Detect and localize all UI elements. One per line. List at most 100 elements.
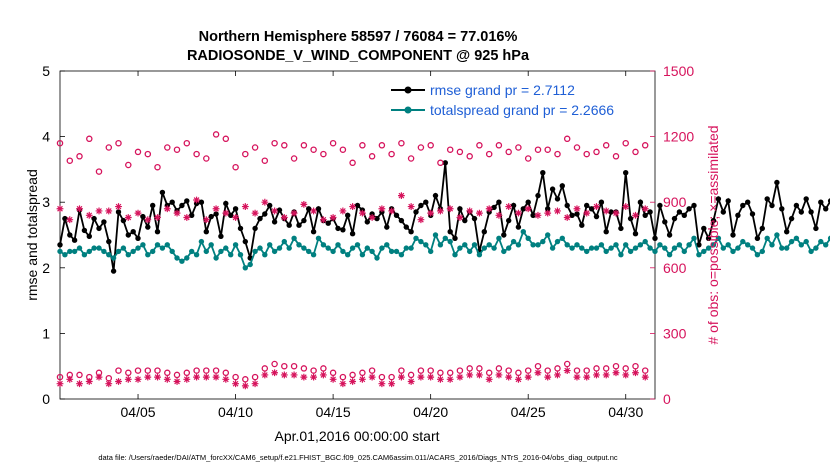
obs-assimilated-marker xyxy=(319,216,327,224)
obs-possible-marker xyxy=(466,365,473,372)
obs-possible-marker xyxy=(593,148,600,156)
obs-possible-marker xyxy=(281,362,288,370)
y-tick-label: 2 xyxy=(42,260,50,276)
data-point xyxy=(184,255,190,261)
obs-assimilated-marker xyxy=(437,207,444,215)
obs-possible-marker xyxy=(446,369,454,377)
obs-assimilated-marker xyxy=(310,207,318,215)
data-point xyxy=(735,212,741,218)
obs-possible-marker xyxy=(495,365,503,372)
data-point xyxy=(189,212,195,218)
y2-tick-label: 900 xyxy=(663,194,687,210)
obs-possible-marker xyxy=(485,150,493,158)
data-point xyxy=(735,245,741,251)
obs-possible-marker xyxy=(76,153,83,160)
data-point xyxy=(647,245,653,251)
data-point xyxy=(432,192,439,199)
obs-possible-marker xyxy=(466,153,473,160)
data-point xyxy=(403,224,409,230)
obs-assimilated-marker xyxy=(397,192,405,200)
data-point xyxy=(257,215,263,222)
data-point xyxy=(349,231,356,237)
obs-assimilated-marker xyxy=(495,371,503,379)
x-tick-label: 04/15 xyxy=(316,404,351,420)
data-point xyxy=(569,245,575,251)
y-tick-label: 1 xyxy=(42,325,50,341)
data-point xyxy=(579,222,585,228)
data-point xyxy=(593,213,600,220)
data-point xyxy=(764,235,770,241)
obs-possible-marker xyxy=(222,135,230,143)
data-point xyxy=(159,245,166,251)
y2-tick-label: 0 xyxy=(663,391,671,407)
data-point xyxy=(432,232,439,238)
obs-assimilated-marker xyxy=(76,205,83,213)
y2-tick-label: 1500 xyxy=(663,63,694,79)
data-point xyxy=(145,224,151,230)
x-tick-label: 04/10 xyxy=(218,404,253,420)
obs-possible-marker xyxy=(105,144,113,151)
data-point xyxy=(510,202,517,209)
obs-possible-marker xyxy=(593,365,600,372)
obs-assimilated-marker xyxy=(212,205,220,213)
data-point xyxy=(696,242,702,248)
obs-possible-marker xyxy=(173,146,181,153)
data-point xyxy=(545,232,551,238)
obs-assimilated-marker xyxy=(124,375,132,383)
plot-area xyxy=(59,70,656,400)
obs-possible-marker xyxy=(388,373,395,381)
data-point xyxy=(262,211,268,217)
data-point xyxy=(408,245,414,251)
data-point xyxy=(203,229,209,235)
data-point xyxy=(705,235,712,241)
data-point xyxy=(549,245,556,251)
obs-possible-marker xyxy=(407,155,415,162)
data-point xyxy=(398,217,405,224)
data-point xyxy=(701,225,707,232)
data-point xyxy=(345,252,351,258)
data-point xyxy=(384,224,390,230)
obs-assimilated-marker xyxy=(358,375,366,383)
data-point xyxy=(228,212,234,218)
obs-assimilated-marker xyxy=(300,200,308,208)
data-point xyxy=(237,225,244,232)
data-point xyxy=(428,248,434,255)
data-point xyxy=(554,238,561,245)
data-point xyxy=(652,235,658,241)
obs-assimilated-marker xyxy=(115,378,122,385)
data-point xyxy=(613,242,619,248)
data-point xyxy=(496,199,502,205)
obs-possible-marker xyxy=(476,142,483,149)
obs-possible-marker xyxy=(251,373,259,381)
obs-possible-marker xyxy=(544,146,551,153)
obs-assimilated-marker xyxy=(466,207,474,215)
series-1 xyxy=(57,229,830,271)
obs-possible-marker xyxy=(222,369,230,377)
obs-assimilated-marker xyxy=(173,209,181,217)
series-line xyxy=(59,162,830,272)
obs-assimilated-marker xyxy=(251,380,259,388)
obs-possible-marker xyxy=(261,157,269,164)
data-point xyxy=(666,252,673,258)
obs-possible-marker xyxy=(232,373,239,381)
data-point xyxy=(774,179,780,186)
data-point xyxy=(647,209,653,215)
y-tick-label: 4 xyxy=(42,129,50,145)
obs-possible-marker xyxy=(242,376,249,383)
data-point xyxy=(798,209,804,215)
obs-possible-marker xyxy=(203,155,210,162)
obs-possible-marker xyxy=(76,371,83,379)
data-point xyxy=(549,186,556,192)
obs-assimilated-marker xyxy=(476,371,483,379)
obs-possible-marker xyxy=(164,144,171,151)
obs-assimilated-marker xyxy=(456,214,464,221)
obs-assimilated-marker xyxy=(378,380,386,388)
data-point xyxy=(349,245,356,251)
obs-assimilated-marker xyxy=(485,205,493,213)
data-point xyxy=(725,198,731,204)
obs-assimilated-marker xyxy=(593,203,600,210)
obs-possible-marker xyxy=(563,135,571,143)
data-point xyxy=(228,252,234,258)
data-point xyxy=(520,206,526,212)
obs-assimilated-marker xyxy=(388,380,396,388)
